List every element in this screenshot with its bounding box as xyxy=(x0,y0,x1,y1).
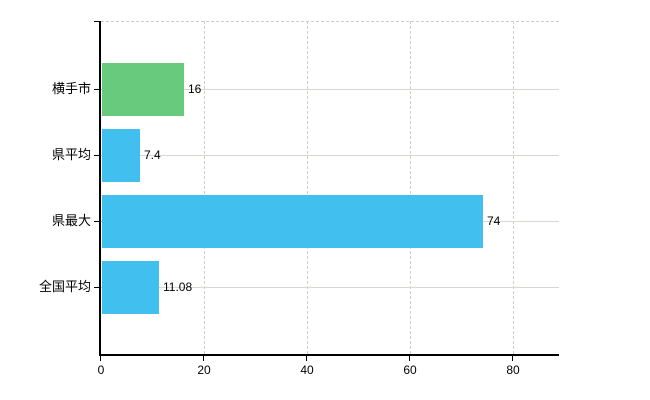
y-axis-top-tick xyxy=(94,21,99,22)
x-axis-tick-label: 60 xyxy=(403,363,417,377)
x-axis-tick-label: 20 xyxy=(197,363,211,377)
y-axis-line xyxy=(99,21,101,356)
y-axis-tick xyxy=(94,221,99,222)
x-axis-tick xyxy=(100,356,101,361)
bar xyxy=(102,261,159,314)
x-axis-tick-label: 40 xyxy=(300,363,314,377)
x-axis-tick xyxy=(306,356,307,361)
vertical-gridline xyxy=(204,21,205,354)
bar-value-label: 7.4 xyxy=(144,148,161,162)
x-axis-tick xyxy=(512,356,513,361)
horizontal-gridline xyxy=(101,89,559,90)
bar-value-label: 11.08 xyxy=(163,280,193,294)
y-axis-tick xyxy=(94,89,99,90)
vertical-gridline xyxy=(307,21,308,354)
y-axis-label: 県最大 xyxy=(51,213,91,228)
bar xyxy=(102,195,483,248)
x-axis-tick-label: 80 xyxy=(506,363,520,377)
x-axis-tick xyxy=(409,356,410,361)
x-axis-tick xyxy=(203,356,204,361)
x-axis-line xyxy=(99,354,559,356)
horizontal-gridline xyxy=(101,155,559,156)
plot-top-border xyxy=(101,21,559,22)
y-axis-tick xyxy=(94,155,99,156)
bar xyxy=(102,129,140,182)
bar xyxy=(102,63,184,116)
y-axis-label: 県平均 xyxy=(51,147,91,162)
vertical-gridline xyxy=(410,21,411,354)
y-axis-label: 横手市 xyxy=(51,81,91,96)
horizontal-gridline xyxy=(101,287,559,288)
y-axis-tick xyxy=(94,287,99,288)
y-axis-label: 全国平均 xyxy=(38,279,91,294)
vertical-gridline xyxy=(513,21,514,354)
bar-value-label: 16 xyxy=(188,82,202,96)
bar-value-label: 74 xyxy=(487,214,501,228)
x-axis-tick-label: 0 xyxy=(97,363,105,377)
